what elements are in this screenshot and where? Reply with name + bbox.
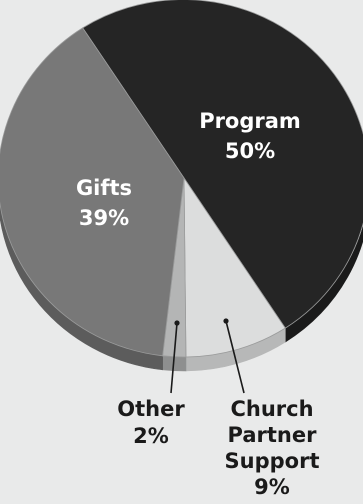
name-label-church-partner-support: Partner bbox=[228, 423, 318, 447]
pie-slices bbox=[0, 0, 363, 358]
name-label-church-partner-support: Support bbox=[225, 449, 320, 473]
value-label-other: 2% bbox=[133, 424, 169, 448]
name-label-other: Other bbox=[117, 397, 185, 421]
label-program: Program 50% bbox=[199, 109, 301, 163]
label-other: Other 2% bbox=[117, 397, 185, 448]
label-church-partner-support: Church Partner Support 9% bbox=[225, 397, 320, 499]
slice-labels: Program 50% Church Partner Support 9% Other 2% G… bbox=[76, 109, 320, 499]
value-label-church-partner-support: 9% bbox=[254, 475, 290, 499]
leader-lines bbox=[170, 318, 245, 394]
leader-dot-other bbox=[174, 320, 180, 326]
value-label-program: 50% bbox=[225, 139, 275, 163]
slice-program bbox=[82, 0, 363, 329]
slice-church-partner-support bbox=[183, 176, 286, 358]
leader-line-church-partner-support bbox=[225, 320, 245, 394]
name-label-church-partner-support: Church bbox=[230, 397, 313, 421]
leader-dot-church-partner-support bbox=[223, 318, 229, 324]
leader-line-other bbox=[170, 322, 178, 394]
value-label-gifts: 39% bbox=[79, 206, 129, 230]
name-label-program: Program bbox=[199, 109, 301, 133]
label-gifts: Gifts 39% bbox=[76, 176, 132, 230]
slice-gifts bbox=[0, 27, 185, 357]
name-label-gifts: Gifts bbox=[76, 176, 132, 200]
